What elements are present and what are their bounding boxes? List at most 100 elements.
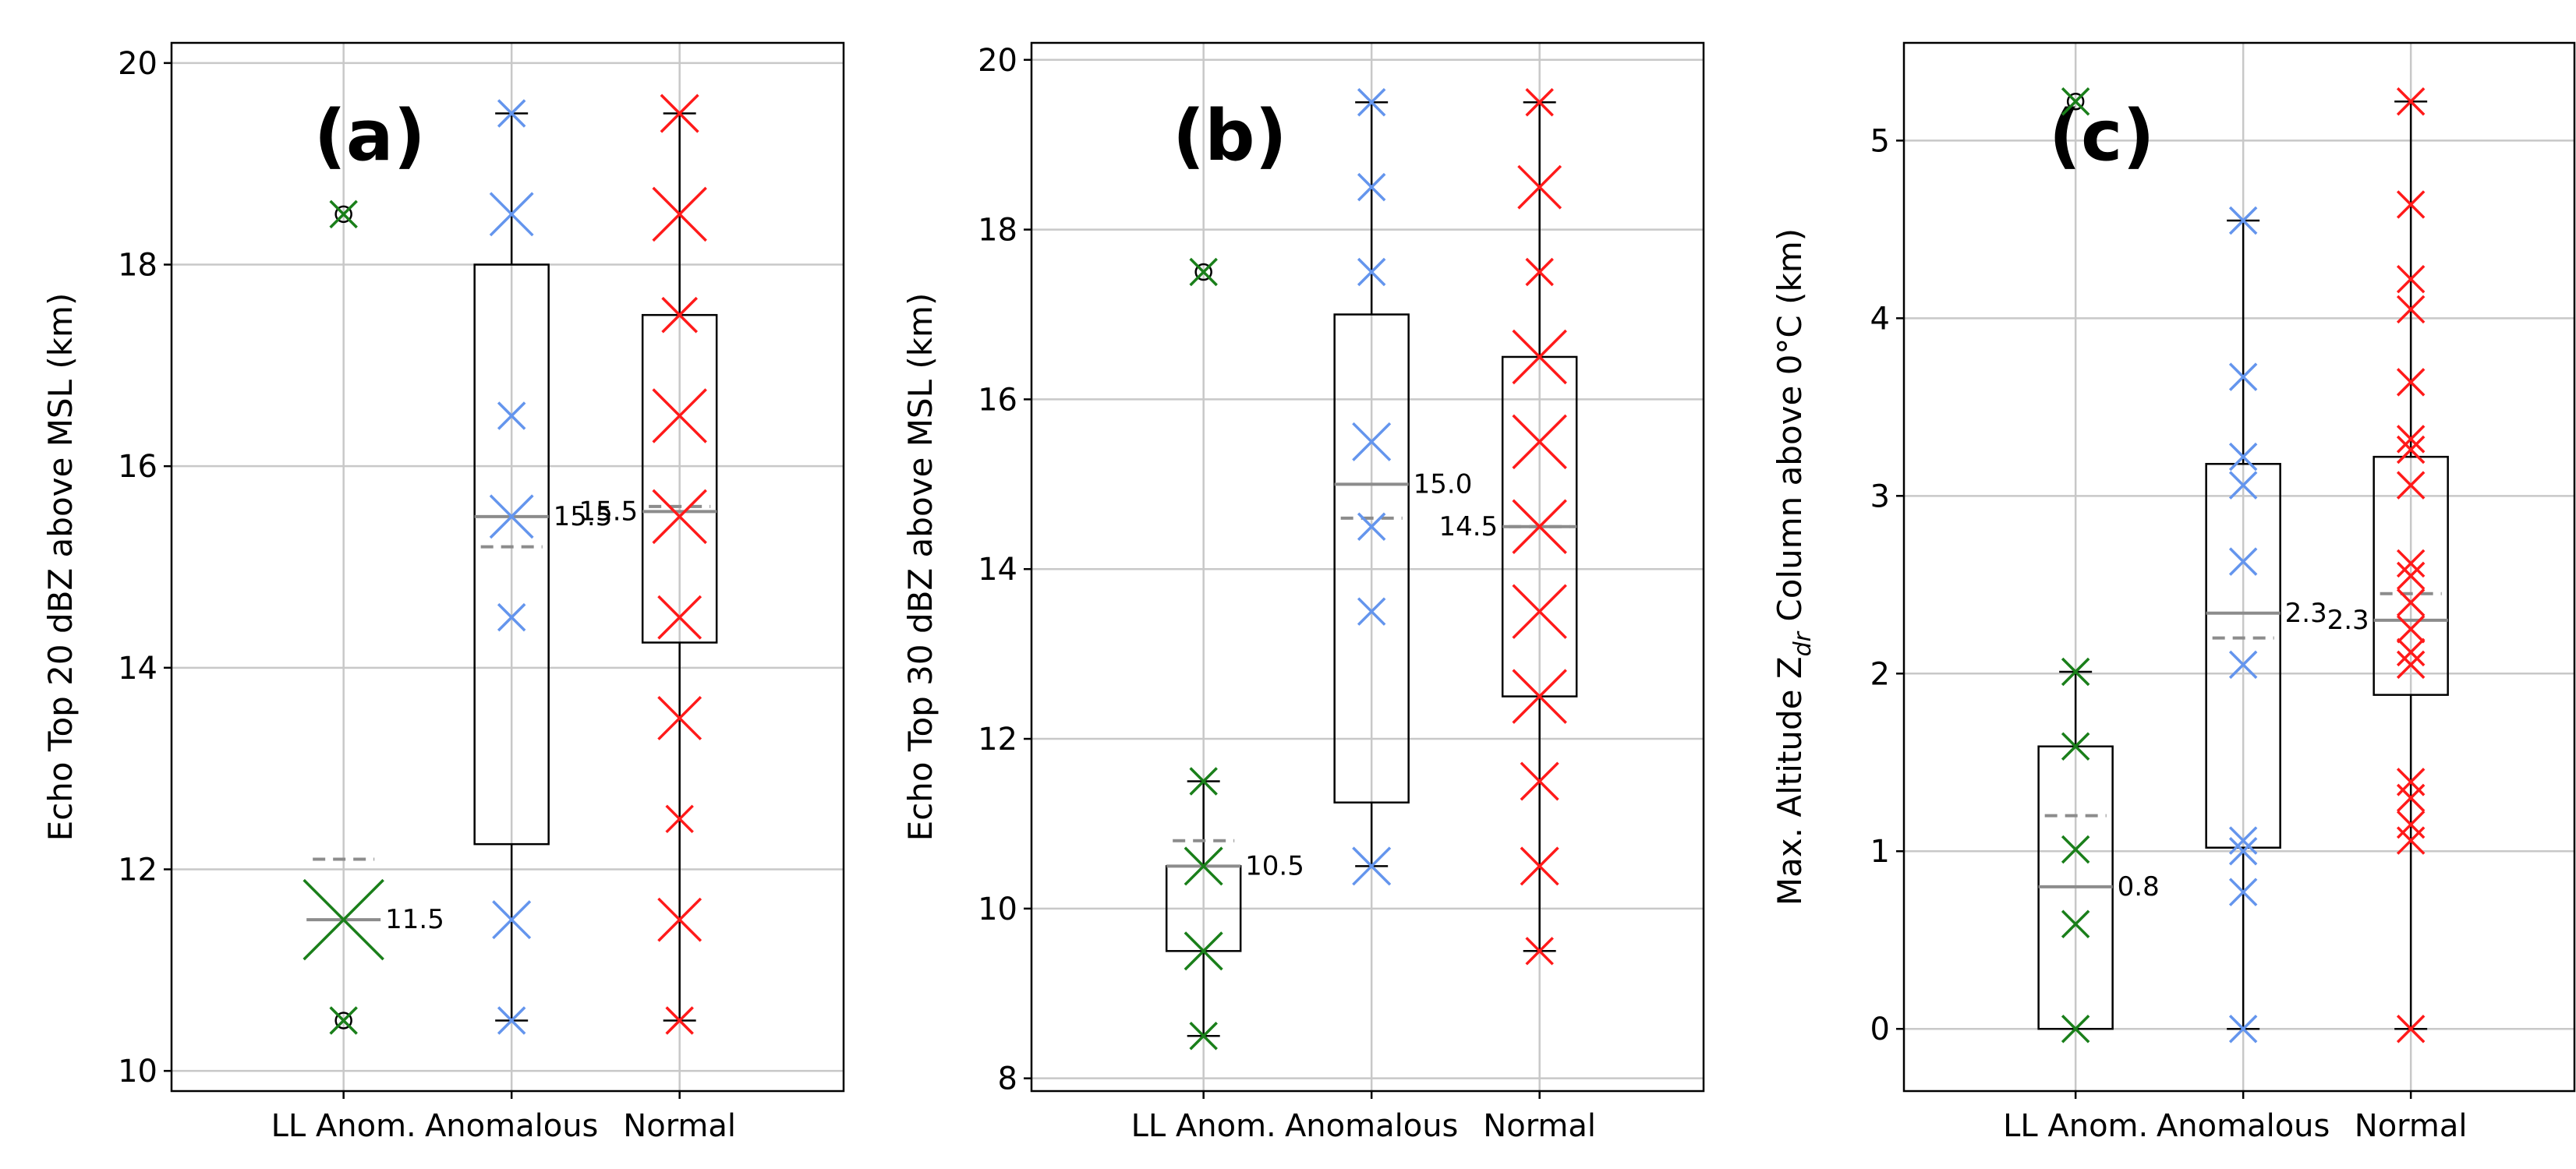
median-value-label: 15.0 [1414, 468, 1473, 500]
data-point-normal [2396, 549, 2426, 578]
outlier-circle [334, 1012, 352, 1029]
iqr-box [473, 263, 550, 846]
y-tick-label: 14 [978, 552, 1017, 588]
data-point-normal [2396, 637, 2426, 667]
data-point-ll-anom [329, 200, 358, 229]
y-tick-label: 12 [118, 852, 157, 888]
outlier-circle [2066, 92, 2085, 111]
box-group-anomalous: 15.5 [473, 99, 613, 1035]
y-tick-label: 1 [1870, 834, 1890, 870]
data-point-ll-anom [1184, 931, 1223, 971]
data-point-normal [1520, 846, 1559, 886]
y-axis-label-subscript: dr [1789, 630, 1817, 656]
data-point-normal [2396, 295, 2426, 324]
data-point-ll-anom [303, 878, 384, 961]
data-point-normal [652, 388, 707, 443]
box-group-ll-anom: 0.8 [2037, 87, 2160, 1044]
data-point-normal [2396, 190, 2426, 219]
data-point-anomalous [2228, 650, 2258, 680]
data-point-anomalous [1352, 422, 1392, 461]
y-tick-label: 10 [978, 892, 1017, 927]
data-point-normal [1525, 87, 1554, 117]
panel-label: (a) [314, 95, 426, 177]
panel-label: (b) [1173, 95, 1287, 177]
data-point-anomalous [1357, 172, 1386, 202]
panel-b: 8 10 12 14 16 18 20 LL Anom. Anomalous Normal Echo… [901, 41, 1705, 1144]
data-point-normal [2396, 650, 2426, 680]
iqr-box [2205, 463, 2281, 849]
y-tick-label: 20 [118, 46, 157, 82]
data-point-normal [657, 595, 702, 640]
y-tick-label: 5 [1870, 123, 1890, 159]
x-tick-label: Normal [623, 1108, 736, 1144]
data-point-normal [2396, 264, 2426, 294]
data-point-anomalous [2228, 878, 2258, 906]
y-tick-label: 0 [1870, 1012, 1890, 1047]
plot-frame [170, 41, 845, 1093]
panel-a: 10 12 14 16 18 20 LL Anom. Anomalous Normal Echo … [41, 41, 845, 1144]
y-axis-label: Echo Top 30 dBZ above MSL (km) [901, 293, 939, 842]
data-point-normal [657, 696, 702, 740]
median-value-label: 11.5 [385, 904, 444, 935]
iqr-box [2373, 455, 2449, 696]
box-group-normal: 15.5 [579, 94, 718, 1035]
data-point-ll-anom [2061, 909, 2090, 938]
x-tick-label: Anomalous [425, 1108, 598, 1144]
data-point-ll-anom [2061, 1014, 2090, 1044]
data-point-anomalous [1357, 257, 1386, 287]
data-point-anomalous [1352, 846, 1392, 886]
data-point-anomalous [2228, 1014, 2258, 1044]
data-point-normal [2396, 87, 2426, 116]
y-tick-label: 14 [118, 651, 157, 687]
y-tick-label: 10 [118, 1054, 157, 1090]
y-tick-label: 4 [1870, 301, 1890, 337]
data-point-ll-anom [2061, 657, 2090, 687]
plot-frame [1902, 41, 2576, 1093]
panel-c: 0 1 2 3 4 5 LL Anom. Anomalous Normal Max. Altitu… [1771, 41, 2576, 1144]
x-tick-label: Normal [2355, 1108, 2468, 1144]
data-point-normal [657, 897, 702, 942]
box-group-anomalous: 15.0 [1333, 87, 1473, 886]
data-point-normal [1512, 499, 1567, 555]
y-tick-label: 8 [998, 1061, 1017, 1097]
data-point-normal [652, 186, 707, 242]
y-tick-label: 3 [1870, 479, 1890, 514]
data-point-normal [2396, 368, 2426, 397]
data-point-normal [2396, 615, 2426, 644]
data-point-normal [2396, 425, 2426, 454]
data-point-ll-anom [1189, 1021, 1218, 1051]
data-point-anomalous [497, 99, 526, 128]
data-point-normal [665, 804, 694, 834]
x-tick-label: Anomalous [1285, 1108, 1458, 1144]
data-point-anomalous [489, 192, 534, 237]
x-tick-label: Anomalous [2157, 1108, 2330, 1144]
data-point-normal [1520, 761, 1559, 801]
median-value-label: 14.5 [1438, 511, 1498, 542]
data-point-anomalous [2228, 837, 2258, 866]
data-point-ll-anom [329, 1006, 358, 1035]
data-point-normal [2396, 1014, 2426, 1044]
median-value-label: 2.3 [2327, 605, 2369, 636]
data-point-anomalous [497, 401, 526, 430]
median-value-label: 15.5 [554, 501, 613, 532]
outlier-circle [1194, 263, 1212, 281]
data-point-normal [661, 296, 699, 334]
y-tick-label: 18 [978, 213, 1017, 249]
data-point-normal [665, 1006, 694, 1035]
y-tick-label: 12 [978, 722, 1017, 758]
data-point-normal [1512, 329, 1567, 385]
box-group-ll-anom: 10.5 [1165, 257, 1304, 1051]
y-tick-label: 2 [1870, 656, 1890, 692]
data-point-anomalous [489, 494, 534, 539]
panel-label: (c) [2049, 95, 2155, 177]
median-value-label: 10.5 [1245, 850, 1304, 881]
data-point-anomalous [492, 900, 532, 940]
x-tick-label: LL Anom. [271, 1108, 416, 1144]
data-point-anomalous [1357, 87, 1386, 117]
data-point-anomalous [497, 602, 526, 632]
outlier-circle [334, 205, 352, 224]
data-point-ll-anom [1189, 767, 1218, 796]
y-axis-label: Max. Altitude Zdr Column above 0°C (km) [1771, 228, 1817, 906]
data-point-anomalous [2228, 442, 2258, 471]
